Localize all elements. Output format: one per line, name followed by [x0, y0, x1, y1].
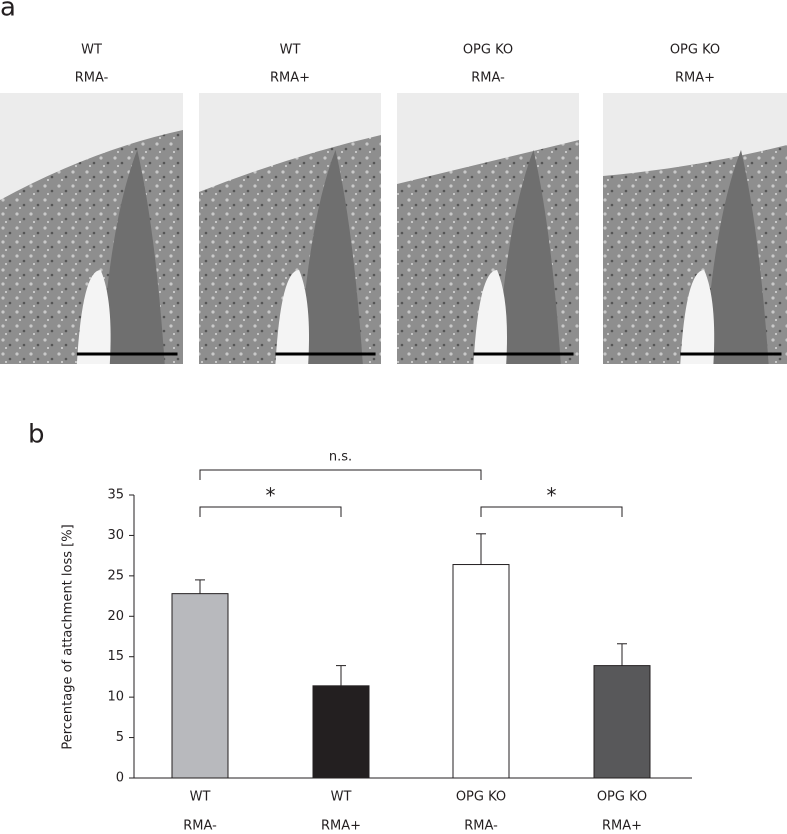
- y-tick-label: 0: [116, 771, 124, 786]
- y-axis-label: Percentage of attachment loss [%]: [61, 524, 76, 749]
- x-tick-label: OPG KO: [456, 790, 506, 805]
- histology-image: [603, 93, 787, 364]
- significance-bracket: [199, 506, 342, 517]
- bar: [452, 564, 510, 779]
- y-tick-label: 15: [107, 649, 124, 664]
- image-title: OPG KO: [463, 43, 513, 58]
- x-tick-label: RMA-: [464, 819, 498, 834]
- cavity: [680, 270, 715, 364]
- significance-label: *: [547, 484, 557, 508]
- panel-label: a: [0, 0, 16, 23]
- background: [0, 93, 183, 200]
- significance-bracket: [480, 506, 623, 517]
- image-title: RMA+: [675, 71, 715, 86]
- significance-label: *: [266, 484, 276, 508]
- bone: [299, 150, 363, 364]
- histology-image: [199, 93, 381, 364]
- x-tick-label: OPG KO: [597, 790, 647, 805]
- histology-image: [0, 93, 183, 364]
- image-title: RMA-: [75, 71, 109, 86]
- x-tick-label: RMA-: [183, 819, 217, 834]
- x-tick-label: WT: [190, 790, 211, 805]
- cavity: [473, 270, 508, 364]
- background: [397, 93, 579, 184]
- bone: [100, 150, 165, 364]
- y-tick-label: 5: [116, 730, 124, 745]
- x-tick-label: RMA+: [321, 819, 361, 834]
- background: [199, 93, 381, 192]
- y-tick-label: 30: [107, 528, 124, 543]
- bar: [593, 665, 651, 779]
- bone: [497, 150, 561, 364]
- image-title: WT: [81, 43, 102, 58]
- histology-panel: WT RMA- WT RMA+ OPG KO RMA- OPG KO RMA+: [0, 43, 787, 364]
- image-title: WT: [280, 43, 301, 58]
- y-tick-label: 25: [107, 568, 124, 583]
- y-tick-label: 10: [107, 690, 124, 705]
- y-tick-label: 20: [107, 609, 124, 624]
- y-tick-label: 35: [107, 488, 124, 503]
- panel-label: b: [28, 420, 45, 450]
- image-title: RMA-: [471, 71, 505, 86]
- cavity: [76, 270, 111, 364]
- bar: [171, 593, 229, 779]
- bar: [312, 685, 370, 779]
- histology-image: [397, 93, 579, 364]
- cavity: [275, 270, 310, 364]
- x-tick-label: WT: [331, 790, 352, 805]
- bar-chart: 0 5 10 15 20 25 30 35 WT RMA- WT RMA+ OPG KO RMA- OPG …: [107, 450, 651, 834]
- x-tick-label: RMA+: [602, 819, 642, 834]
- bone: [704, 150, 769, 364]
- image-title: RMA+: [270, 71, 310, 86]
- significance-bracket: [199, 469, 482, 480]
- image-title: OPG KO: [670, 43, 720, 58]
- significance-label: n.s.: [329, 450, 352, 465]
